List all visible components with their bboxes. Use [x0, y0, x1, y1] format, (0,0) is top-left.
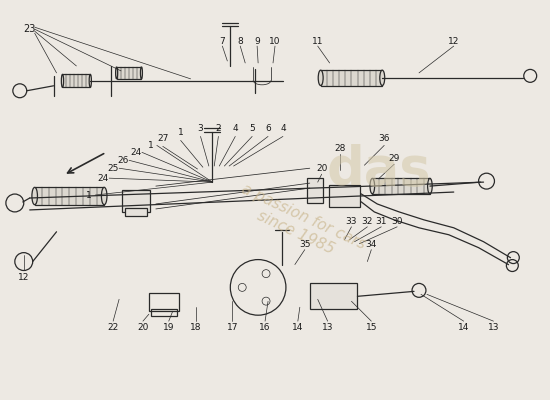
Bar: [307, 178, 323, 203]
Text: 7: 7: [219, 37, 226, 46]
Text: 8: 8: [238, 37, 243, 46]
Bar: [329, 185, 360, 207]
Text: 27: 27: [157, 134, 168, 143]
Text: 24: 24: [97, 174, 109, 183]
Bar: [372, 178, 430, 194]
Text: 35: 35: [299, 240, 311, 249]
Text: 19: 19: [163, 323, 174, 332]
Text: 2: 2: [216, 124, 221, 133]
Bar: [149, 293, 179, 311]
Ellipse shape: [32, 187, 37, 205]
Text: 3: 3: [197, 124, 204, 133]
Bar: [122, 190, 150, 212]
Text: 12: 12: [18, 273, 30, 282]
Text: 33: 33: [346, 217, 357, 226]
Text: 1: 1: [178, 128, 184, 137]
Ellipse shape: [318, 70, 323, 86]
Text: 13: 13: [322, 323, 333, 332]
Text: 14: 14: [292, 323, 304, 332]
Text: 9: 9: [254, 37, 260, 46]
Text: 34: 34: [366, 240, 377, 249]
Text: 22: 22: [107, 323, 119, 332]
Ellipse shape: [116, 67, 118, 79]
Text: 30: 30: [392, 217, 403, 226]
Text: 17: 17: [227, 323, 238, 332]
Text: 1: 1: [86, 190, 92, 200]
Text: 31: 31: [376, 217, 387, 226]
Bar: [151, 309, 177, 316]
Text: 25: 25: [107, 164, 119, 173]
Text: 14: 14: [458, 323, 469, 332]
Text: 6: 6: [265, 124, 271, 133]
Text: 13: 13: [488, 323, 499, 332]
Bar: [63, 74, 90, 87]
Text: 11: 11: [312, 37, 323, 46]
Text: 20: 20: [316, 164, 327, 173]
Bar: [321, 70, 382, 86]
Text: 4: 4: [280, 124, 286, 133]
Text: 20: 20: [138, 323, 148, 332]
Ellipse shape: [140, 67, 142, 79]
Text: 5: 5: [249, 124, 255, 133]
Text: 18: 18: [190, 323, 201, 332]
Text: 10: 10: [270, 37, 280, 46]
Text: das: das: [327, 144, 432, 196]
Text: a passion for cars
since 1985: a passion for cars since 1985: [232, 182, 368, 268]
Bar: [35, 187, 104, 205]
Text: 15: 15: [366, 323, 377, 332]
Text: 1: 1: [148, 141, 154, 150]
Text: 4: 4: [233, 124, 238, 133]
Bar: [310, 284, 358, 309]
Bar: [125, 208, 147, 216]
Ellipse shape: [427, 178, 432, 194]
Text: 29: 29: [388, 154, 400, 163]
Text: 26: 26: [117, 156, 129, 165]
Text: 32: 32: [362, 217, 373, 226]
Text: 28: 28: [334, 144, 345, 153]
Text: 12: 12: [448, 37, 459, 46]
Bar: [117, 67, 141, 79]
Text: 16: 16: [259, 323, 271, 332]
Ellipse shape: [62, 74, 64, 87]
Text: 24: 24: [130, 148, 141, 157]
Ellipse shape: [89, 74, 91, 87]
Text: 23: 23: [24, 24, 36, 34]
Ellipse shape: [370, 178, 375, 194]
Ellipse shape: [101, 187, 107, 205]
Text: 36: 36: [378, 134, 390, 143]
Ellipse shape: [380, 70, 384, 86]
